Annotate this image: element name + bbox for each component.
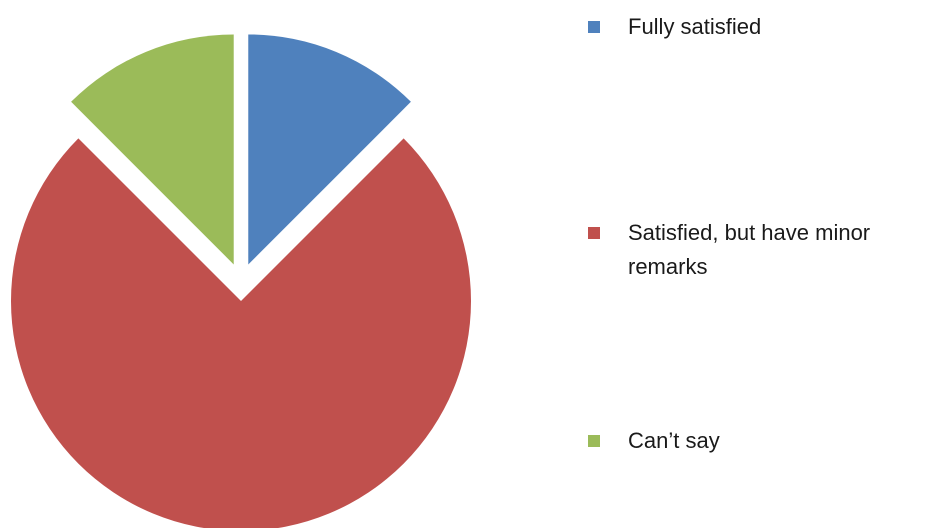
chart-legend: Fully satisfied Satisfied, but have mino…	[588, 0, 927, 528]
legend-swatch-fully-satisfied	[588, 21, 600, 33]
pie-slice-cant-say	[71, 34, 234, 265]
legend-label-satisfied-minor-remarks: Satisfied, but have minor remarks	[628, 220, 871, 279]
legend-swatch-cant-say	[588, 435, 600, 447]
pie-slice-fully-satisfied	[248, 34, 411, 265]
pie-slice-satisfied-minor-remarks	[11, 138, 471, 528]
pie-slices	[11, 34, 471, 528]
legend-swatch-satisfied-minor-remarks	[588, 227, 600, 239]
legend-label-cant-say: Can’t say	[628, 428, 720, 453]
legend-label-fully-satisfied: Fully satisfied	[628, 14, 762, 39]
